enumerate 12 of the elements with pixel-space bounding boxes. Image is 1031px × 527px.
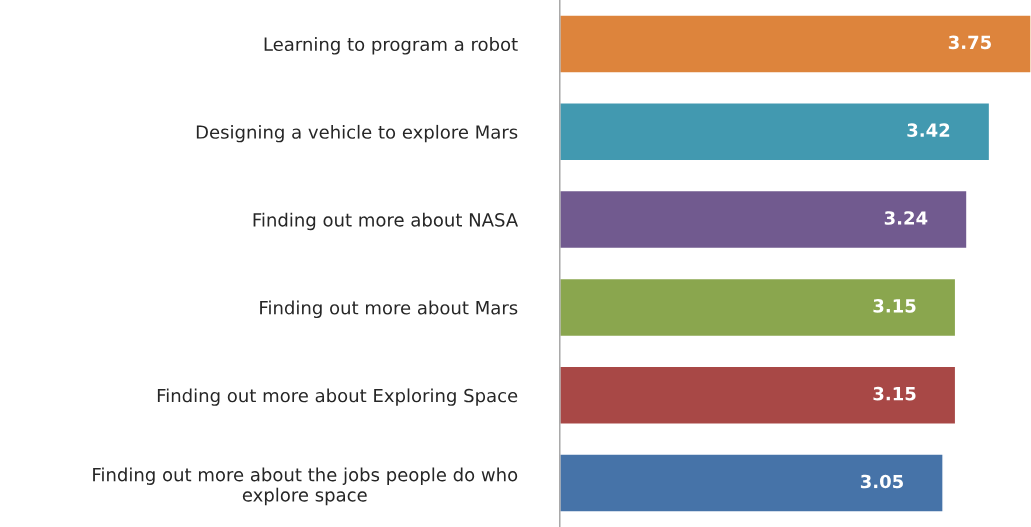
- y-tick-label: Finding out more about Mars: [260, 300, 518, 319]
- data-label: 3.15: [873, 386, 916, 401]
- data-label: 3.05: [860, 474, 903, 489]
- y-tick-label: Finding out more about the jobs people do who explore space: [93, 467, 518, 506]
- data-label: 3.75: [948, 35, 991, 50]
- y-tick-label: Designing a vehicle to explore Mars: [196, 124, 518, 143]
- y-tick-label: Finding out more about Exploring Space: [157, 388, 518, 406]
- y-tick-label: Finding out more about NASA: [253, 212, 519, 231]
- data-label: 3.42: [907, 123, 950, 137]
- data-label: 3.15: [873, 299, 916, 313]
- y-tick-label: Learning to program a robot: [264, 37, 518, 55]
- data-label: 3.24: [884, 211, 928, 225]
